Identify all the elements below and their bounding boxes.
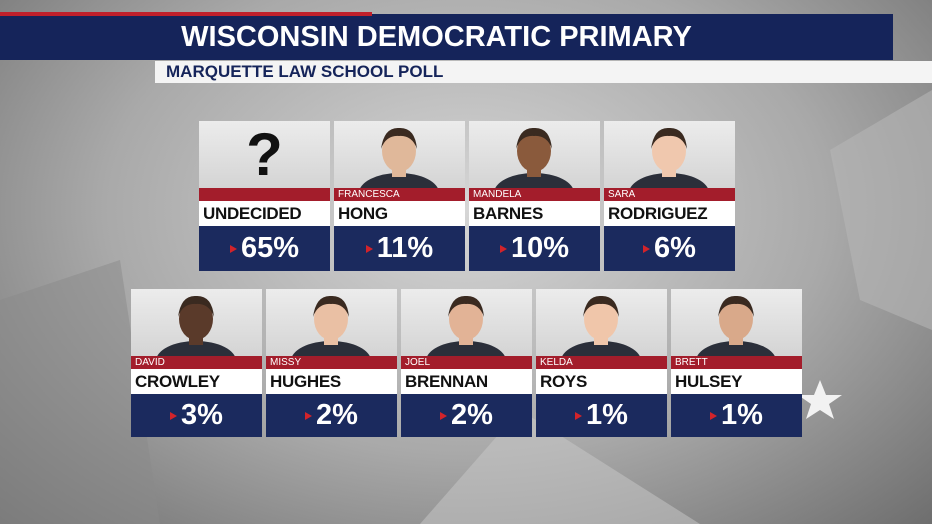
arrow-icon — [365, 245, 373, 254]
result: 1% — [536, 394, 667, 437]
first-name: MANDELA — [469, 188, 600, 201]
candidate-card: DAVID CROWLEY 3% — [131, 289, 262, 437]
photo — [334, 121, 465, 188]
arrow-icon — [440, 412, 448, 421]
last-name: ROYS — [536, 369, 667, 394]
percent: 1% — [721, 399, 763, 431]
last-name: BARNES — [469, 201, 600, 226]
percent: 1% — [586, 399, 628, 431]
candidate-card: JOEL BRENNAN 2% — [401, 289, 532, 437]
title-accent — [0, 12, 372, 16]
portrait — [562, 295, 640, 356]
arrow-icon — [305, 412, 313, 421]
photo — [131, 289, 262, 356]
result: 2% — [401, 394, 532, 437]
result: 11% — [334, 226, 465, 271]
first-name: MISSY — [266, 356, 397, 369]
percent: 2% — [316, 399, 358, 431]
first-name: KELDA — [536, 356, 667, 369]
photo — [469, 121, 600, 188]
percent: 6% — [654, 232, 696, 264]
result: 10% — [469, 226, 600, 271]
percent: 10% — [510, 232, 570, 264]
photo: ? — [199, 121, 330, 188]
portrait — [360, 127, 438, 188]
portrait — [427, 295, 505, 356]
candidate-card: SARA RODRIGUEZ 6% — [604, 121, 735, 271]
arrow-icon — [499, 245, 507, 254]
arrow-icon — [643, 245, 651, 254]
percent: 3% — [181, 399, 223, 431]
result: 3% — [131, 394, 262, 437]
first-name: FRANCESCA — [334, 188, 465, 201]
subtitle: MARQUETTE LAW SCHOOL POLL — [166, 62, 444, 81]
percent: 2% — [451, 399, 493, 431]
percent: 11% — [376, 232, 434, 264]
arrow-icon — [575, 412, 583, 421]
result: 2% — [266, 394, 397, 437]
portrait — [157, 295, 235, 356]
last-name: BRENNAN — [401, 369, 532, 394]
last-name: UNDECIDED — [199, 201, 330, 226]
candidate-card: KELDA ROYS 1% — [536, 289, 667, 437]
result: 1% — [671, 394, 802, 437]
last-name: CROWLEY — [131, 369, 262, 394]
portrait — [697, 295, 775, 356]
title-bar — [0, 14, 893, 60]
arrow-icon — [710, 412, 718, 421]
subtitle-bar — [155, 61, 932, 83]
candidate-card: FRANCESCA HONG 11% — [334, 121, 465, 271]
photo — [401, 289, 532, 356]
question-mark: ? — [246, 121, 283, 188]
result: 65% — [199, 226, 330, 271]
photo — [671, 289, 802, 356]
last-name: HUGHES — [266, 369, 397, 394]
candidate-card: MISSY HUGHES 2% — [266, 289, 397, 437]
candidate-card: BRETT HULSEY 1% — [671, 289, 802, 437]
first-name: SARA — [604, 188, 735, 201]
result: 6% — [604, 226, 735, 271]
arrow-icon — [229, 245, 237, 254]
photo — [536, 289, 667, 356]
title: WISCONSIN DEMOCRATIC PRIMARY — [181, 21, 692, 53]
portrait — [495, 127, 573, 188]
first-name: DAVID — [131, 356, 262, 369]
portrait — [292, 295, 370, 356]
photo — [266, 289, 397, 356]
first-name: BRETT — [671, 356, 802, 369]
first-name — [199, 188, 330, 201]
first-name: JOEL — [401, 356, 532, 369]
percent: 65% — [240, 232, 300, 264]
arrow-icon — [170, 412, 178, 421]
portrait — [630, 127, 708, 188]
photo — [604, 121, 735, 188]
last-name: RODRIGUEZ — [604, 201, 735, 226]
candidate-card: ? UNDECIDED 65% — [199, 121, 330, 271]
candidate-card: MANDELA BARNES 10% — [469, 121, 600, 271]
last-name: HONG — [334, 201, 465, 226]
last-name: HULSEY — [671, 369, 802, 394]
